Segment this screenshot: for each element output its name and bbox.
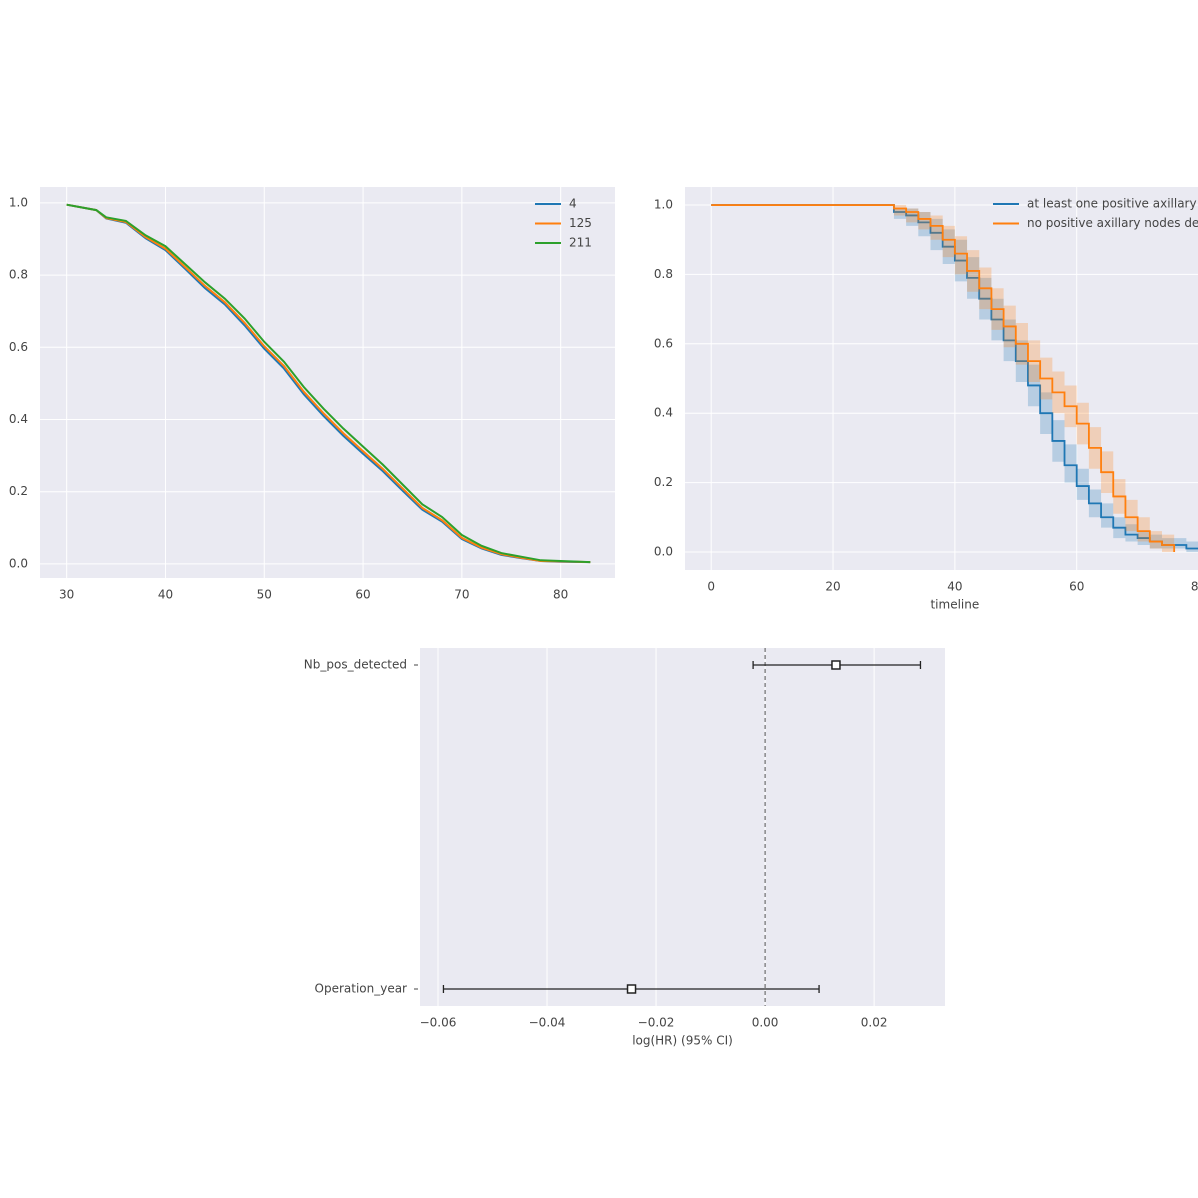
x-tick-label: 30: [59, 588, 74, 602]
y-tick-label: 0.8: [654, 267, 673, 281]
x-tick-label: 20: [825, 580, 840, 594]
y-tick-label: 1.0: [654, 198, 673, 212]
plot-area: [711, 204, 1198, 552]
survival-line: [711, 204, 1198, 550]
plot-area: [66, 203, 591, 564]
y-tick-label: 1.0: [9, 195, 28, 209]
x-tick-label: 80: [553, 588, 568, 602]
y-tick-label: Operation_year: [315, 982, 408, 996]
legend-label: 125: [569, 216, 592, 230]
survival-line: [711, 204, 1176, 552]
x-tick-label: 50: [257, 588, 272, 602]
x-tick-label: −0.04: [529, 1016, 566, 1030]
chart: −0.06 −0.04 −0.02 0.00 0.02 log(HR) (95% CI) N…: [304, 648, 945, 1048]
legend-label: 211: [569, 236, 592, 250]
x-tick-label: −0.02: [638, 1016, 675, 1030]
chart: 0 20 40 60 80 0.0 0.2 0.4 0.6 0.8 1.0 timeline at le…: [654, 187, 1198, 612]
x-tick-label: 40: [947, 580, 962, 594]
x-tick-label: 70: [454, 588, 469, 602]
x-tick-label: 80: [1191, 580, 1198, 594]
y-tick-label: 0.2: [654, 475, 673, 489]
x-axis-label: timeline: [930, 598, 979, 612]
x-axis-label: log(HR) (95% CI): [632, 1034, 733, 1048]
y-tick-label: 0.8: [9, 268, 28, 282]
point-estimate: [626, 984, 637, 994]
y-tick-label: 0.6: [654, 336, 673, 350]
point-estimate: [831, 660, 841, 670]
y-tick-label: 0.0: [9, 556, 28, 570]
y-tick-label: 0.0: [654, 544, 673, 558]
plot-background: [40, 187, 615, 578]
series-line: [66, 203, 591, 564]
plot-background: [420, 648, 945, 1006]
x-tick-label: 60: [355, 588, 370, 602]
chart: 30 40 50 60 70 80 0.0 0.2 0.4 0.6 0.8 1.0 4 125 211: [9, 187, 615, 602]
legend-label: 4: [569, 197, 577, 211]
x-tick-label: 0.00: [752, 1016, 779, 1030]
x-tick-label: 0.02: [861, 1016, 888, 1030]
y-tick-label: 0.4: [9, 412, 28, 426]
x-tick-label: 0: [707, 580, 715, 594]
y-tick-label: 0.4: [654, 406, 673, 420]
legend-label: no positive axillary nodes detected: [1027, 216, 1198, 230]
x-tick-label: 60: [1069, 580, 1084, 594]
x-tick-label: −0.06: [420, 1016, 457, 1030]
legend-label: at least one positive axillary detected: [1027, 197, 1198, 211]
y-tick-label: Nb_pos_detected: [304, 658, 407, 672]
x-tick-label: 40: [158, 588, 173, 602]
y-tick-label: 0.2: [9, 484, 28, 498]
series-line: [66, 203, 591, 564]
y-tick-label: 0.6: [9, 340, 28, 354]
plot-area: [442, 648, 922, 1006]
plot-background: [685, 187, 1198, 570]
